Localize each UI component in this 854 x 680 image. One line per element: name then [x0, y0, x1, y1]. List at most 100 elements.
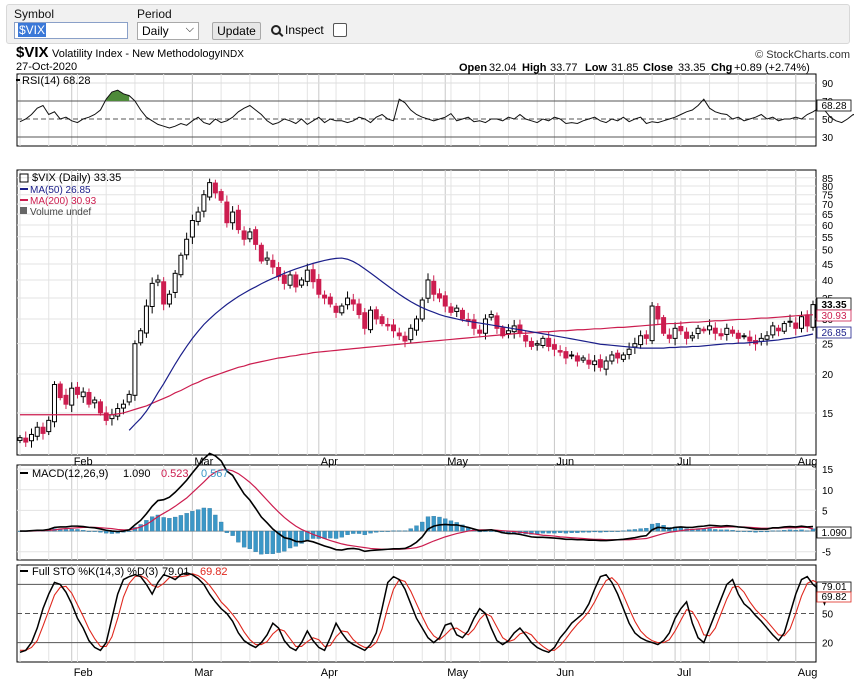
price-candle-body	[40, 426, 46, 434]
price-candle-body	[741, 335, 747, 338]
price-candle-body	[776, 327, 782, 332]
macd-histogram-bar	[316, 530, 321, 539]
sto-d-last-value: 69.82	[821, 592, 846, 603]
price-candle-body	[373, 309, 379, 320]
price-candle-body	[626, 348, 632, 356]
price-candle-body	[661, 317, 667, 334]
macd-histogram-bar	[420, 521, 425, 532]
price-candle-body	[557, 350, 563, 353]
macd-histogram-bar	[431, 516, 436, 532]
macd-histogram-bar	[299, 530, 304, 544]
macd-histogram-bar	[753, 530, 758, 533]
price-candle-body	[103, 412, 109, 421]
rsi-line	[19, 89, 854, 129]
macd-histogram-bar	[155, 514, 161, 532]
macd-histogram-bar	[328, 530, 333, 539]
inspect-checkbox[interactable]	[333, 23, 347, 37]
price-candle-body	[189, 220, 195, 238]
macd-histogram-bar	[632, 529, 638, 532]
macd-histogram-bar	[644, 528, 649, 532]
price-candle-body	[80, 391, 86, 398]
macd-histogram-bar	[621, 530, 626, 532]
price-candle-body	[115, 407, 121, 417]
price-candle-body	[793, 322, 799, 329]
macd-histogram-bar	[92, 530, 97, 532]
macd-histogram-bar	[127, 530, 132, 532]
price-candle-body	[212, 182, 218, 194]
macd-histogram-bar	[190, 511, 195, 532]
price-candle-body	[402, 335, 408, 342]
price-candle-body	[293, 274, 299, 288]
macd-histogram-bar	[368, 530, 373, 534]
rsi-last-value: 68.28	[821, 101, 846, 112]
macd-histogram-bar	[736, 530, 741, 532]
inspect-toggle[interactable]: Inspect	[271, 23, 324, 37]
macd-histogram-bar	[793, 530, 798, 532]
symbol-label: Symbol	[14, 7, 55, 21]
macd-histogram-bar	[747, 530, 752, 533]
price-candle-body	[684, 331, 690, 339]
sto-tick-label: 20	[822, 639, 834, 650]
sto-legend-k: 79.01	[162, 566, 190, 578]
price-legend-ma50: MA(50) 26.85	[30, 185, 91, 196]
macd-tick-label: 5	[822, 506, 828, 517]
ma200-last-tag	[816, 309, 852, 322]
price-candle-body	[689, 335, 695, 339]
macd-histogram-bar	[448, 520, 454, 532]
price-candle-body	[270, 259, 276, 268]
macd-histogram-bar	[81, 530, 86, 532]
price-candle-body	[655, 305, 661, 320]
ma50-last-tag	[816, 326, 852, 339]
macd-histogram-bar	[776, 530, 781, 532]
macd-legend-hist: 0.567	[201, 468, 229, 480]
source-credit: © StockCharts.com	[755, 49, 850, 61]
price-candle-body	[459, 309, 465, 320]
macd-histogram-bar	[540, 530, 546, 534]
macd-histogram-bar	[787, 529, 793, 532]
price-candle-body	[339, 305, 345, 314]
price-candle-body	[764, 335, 770, 340]
macd-histogram-bar	[546, 530, 551, 534]
macd-histogram-bar	[207, 508, 212, 532]
macd-histogram-bar	[535, 530, 540, 535]
period-select[interactable]: Daily ⌵	[137, 22, 199, 40]
price-candle-body	[724, 327, 730, 335]
price-candle-body	[310, 269, 316, 283]
price-candle-body	[218, 191, 224, 201]
price-candle-body	[666, 334, 672, 339]
price-candle-body	[258, 244, 264, 262]
price-candle-body	[408, 327, 414, 341]
macd-histogram-bar	[408, 528, 413, 532]
price-candle-body	[471, 319, 477, 329]
x-tick-label: Feb	[74, 456, 93, 468]
macd-legend-signal: 0.523	[161, 468, 189, 480]
macd-histogram-bar	[454, 522, 459, 532]
macd-histogram-bar	[592, 530, 597, 533]
macd-histogram-bar	[270, 530, 275, 554]
open-value: 32.04	[489, 62, 517, 74]
price-candle-body	[431, 280, 437, 295]
price-candle-body	[586, 359, 592, 365]
symbol-input[interactable]: $VIX	[14, 22, 128, 39]
price-candle-body	[810, 304, 816, 328]
price-tick-label: 40	[822, 276, 834, 287]
price-candle-body	[781, 323, 787, 332]
chart-symbol: $VIX	[16, 44, 49, 61]
macd-histogram-bar	[333, 530, 339, 539]
low-label: Low	[585, 62, 607, 74]
price-candle-body	[230, 211, 236, 224]
sto-d-line	[20, 573, 831, 651]
rsi-tick-label: 30	[822, 133, 834, 144]
rsi-tick-label: 90	[822, 79, 834, 90]
update-button[interactable]: Update	[212, 22, 261, 40]
price-candle-body	[161, 281, 167, 305]
price-legend-volume: Volume undef	[30, 207, 91, 218]
price-candle-body	[287, 274, 293, 286]
toolbar: Symbol $VIX Period Daily ⌵ Update Inspect	[6, 4, 850, 44]
macd-histogram-bar	[391, 530, 396, 532]
price-candle-body	[425, 279, 431, 299]
macd-histogram-bar	[224, 530, 230, 533]
price-candle-body	[563, 351, 569, 359]
price-candle-body	[534, 343, 540, 346]
price-candle-body	[304, 269, 310, 282]
